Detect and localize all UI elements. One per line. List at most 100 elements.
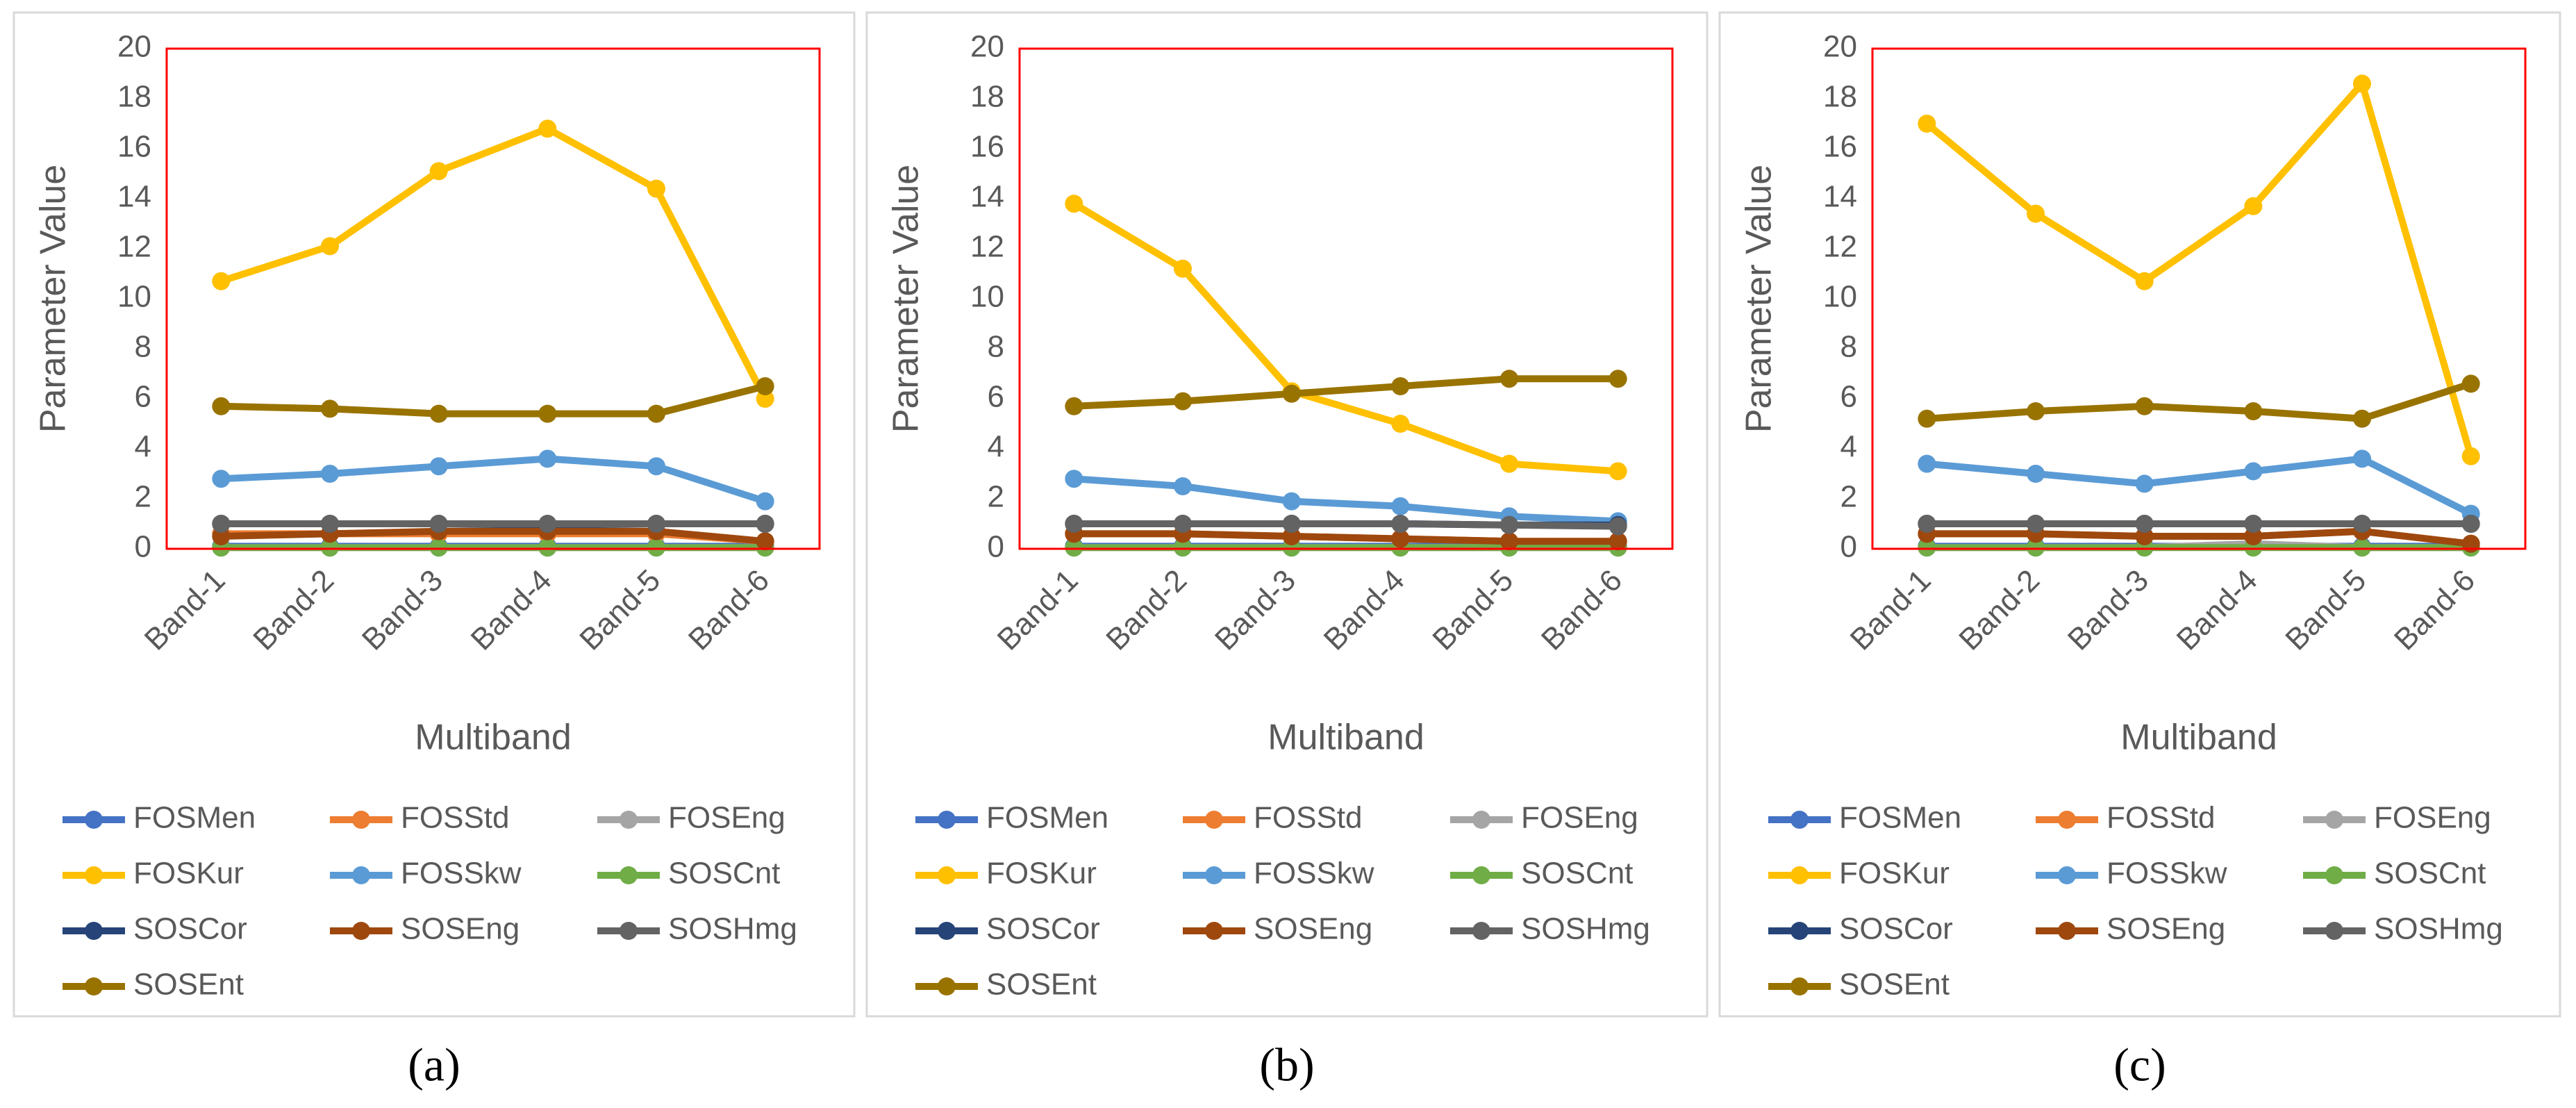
data-point bbox=[538, 119, 557, 138]
legend-marker bbox=[1472, 922, 1490, 940]
data-point bbox=[756, 390, 774, 408]
data-point bbox=[2353, 74, 2371, 93]
data-point bbox=[2353, 515, 2371, 533]
y-tick-label: 6 bbox=[135, 380, 151, 414]
legend-label: SOSHmg bbox=[2374, 912, 2503, 946]
data-point bbox=[2244, 527, 2263, 545]
legend-label: FOSMen bbox=[133, 801, 256, 835]
data-point bbox=[1282, 492, 1301, 511]
legend-label: SOSCor bbox=[133, 912, 247, 946]
data-point bbox=[1918, 454, 1936, 473]
data-point bbox=[321, 465, 339, 483]
data-point bbox=[2027, 538, 2045, 557]
legend-marker bbox=[352, 811, 370, 829]
legend-label: SOSEnt bbox=[986, 968, 1097, 1002]
data-point bbox=[212, 470, 231, 488]
data-point bbox=[429, 404, 448, 423]
x-tick-label: Band-4 bbox=[465, 563, 558, 657]
y-tick-label: 10 bbox=[1823, 280, 1857, 314]
legend-marker bbox=[85, 977, 103, 995]
data-point bbox=[1391, 415, 1410, 433]
data-point bbox=[321, 237, 339, 256]
legend-marker bbox=[1790, 811, 1809, 829]
y-tick-label: 2 bbox=[135, 480, 151, 514]
data-point bbox=[1282, 384, 1301, 403]
y-axis-label: Parameter Value bbox=[886, 165, 926, 433]
legend-label: SOSEng bbox=[1254, 912, 1372, 946]
data-point bbox=[2135, 527, 2154, 545]
legend-label: FOSEng bbox=[668, 801, 786, 835]
data-point bbox=[1391, 497, 1410, 515]
data-point bbox=[2353, 409, 2371, 428]
legend-marker bbox=[1472, 811, 1490, 829]
legend-label: SOSHmg bbox=[1521, 912, 1650, 946]
legend-label: SOSEnt bbox=[133, 968, 244, 1002]
data-point bbox=[1065, 470, 1083, 488]
data-point bbox=[1500, 515, 1518, 534]
data-point bbox=[1174, 259, 1192, 278]
y-tick-label: 10 bbox=[970, 280, 1004, 314]
data-point bbox=[1065, 538, 1083, 557]
legend-marker bbox=[938, 922, 956, 940]
data-point bbox=[2244, 515, 2263, 533]
series-line bbox=[221, 527, 766, 545]
series-line bbox=[1926, 455, 2473, 518]
legend-marker bbox=[85, 866, 103, 884]
y-tick-label: 4 bbox=[988, 430, 1004, 464]
data-point bbox=[2027, 515, 2045, 533]
x-tick-label: Band-5 bbox=[2279, 563, 2373, 657]
y-tick-label: 6 bbox=[988, 380, 1004, 414]
data-point bbox=[1918, 409, 1936, 428]
legend-marker bbox=[352, 866, 370, 884]
legend-label: FOSEng bbox=[1521, 801, 1638, 835]
data-point bbox=[538, 538, 557, 557]
data-point bbox=[1609, 370, 1627, 388]
legend-marker bbox=[1790, 866, 1809, 884]
y-tick-label: 14 bbox=[117, 180, 151, 214]
legend-label: FOSMen bbox=[986, 801, 1108, 835]
data-point bbox=[1918, 515, 1936, 533]
legend-marker bbox=[1790, 922, 1809, 940]
y-tick-label: 10 bbox=[117, 280, 151, 314]
data-point bbox=[2461, 534, 2480, 553]
legend-label: SOSHmg bbox=[668, 912, 797, 946]
data-point bbox=[1500, 370, 1518, 388]
panel-caption: (a) bbox=[408, 1039, 460, 1091]
data-point bbox=[212, 397, 231, 415]
data-point bbox=[2461, 515, 2480, 533]
data-point bbox=[756, 492, 774, 511]
legend-label: FOSStd bbox=[2106, 801, 2216, 835]
data-point bbox=[2244, 197, 2263, 215]
series-line bbox=[1927, 527, 2472, 547]
x-tick-label: Band-4 bbox=[1318, 563, 1411, 657]
data-point bbox=[2135, 515, 2154, 533]
y-tick-label: 16 bbox=[970, 130, 1004, 164]
y-tick-label: 8 bbox=[135, 330, 151, 364]
data-point bbox=[647, 404, 665, 423]
data-point bbox=[538, 515, 557, 533]
y-tick-label: 20 bbox=[970, 30, 1004, 64]
legend-marker bbox=[938, 866, 956, 884]
legend-label: SOSEng bbox=[401, 912, 520, 946]
y-axis-label: Parameter Value bbox=[33, 165, 74, 433]
data-point bbox=[1391, 515, 1410, 533]
data-point bbox=[2027, 465, 2045, 483]
panel-border bbox=[865, 11, 1709, 1018]
x-tick-label: Band-6 bbox=[1535, 563, 1629, 657]
series-line bbox=[221, 455, 767, 505]
data-point bbox=[1609, 462, 1627, 481]
y-tick-label: 6 bbox=[1840, 380, 1857, 414]
series-line bbox=[1926, 380, 2473, 422]
data-point bbox=[647, 179, 665, 198]
data-point bbox=[2135, 272, 2154, 290]
data-point bbox=[1609, 532, 1627, 551]
legend-marker bbox=[1205, 922, 1223, 940]
data-point bbox=[1174, 477, 1192, 495]
legend-marker bbox=[1205, 811, 1223, 829]
data-point bbox=[756, 515, 774, 533]
data-point bbox=[429, 457, 448, 476]
y-tick-label: 2 bbox=[1840, 480, 1857, 514]
data-point bbox=[2244, 402, 2263, 420]
